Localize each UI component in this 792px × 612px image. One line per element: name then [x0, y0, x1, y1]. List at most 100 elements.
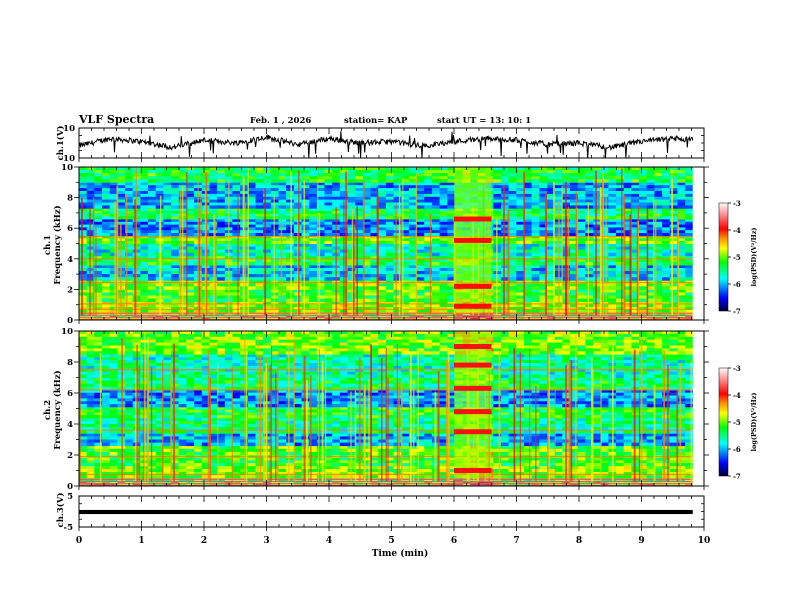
spectrogram-cell	[125, 188, 134, 192]
spectrogram-cell	[301, 258, 310, 263]
spectrogram-cell	[547, 219, 556, 223]
spectrogram-cell	[255, 312, 264, 316]
spectrogram-cell	[677, 465, 686, 470]
spectrogram-cell	[385, 227, 395, 231]
spectrogram-cell	[439, 261, 448, 266]
spectrogram-cell	[286, 193, 295, 198]
spectrogram-cell	[508, 213, 517, 217]
spectrogram-cell	[646, 230, 655, 234]
spectrogram-cell	[431, 170, 441, 174]
spectrogram-cell	[539, 185, 548, 189]
spectrogram-cell	[608, 289, 617, 293]
spectrogram-cell	[577, 252, 586, 257]
spectrogram-cell	[355, 292, 364, 296]
spectrogram-cell	[439, 481, 448, 485]
spectrogram-cell	[524, 277, 533, 281]
spectrogram-cell	[263, 196, 272, 201]
start-time-label: start UT = 13: 10: 1	[437, 116, 531, 126]
spectrogram-cell	[217, 167, 226, 171]
spectrogram-cell	[163, 465, 172, 470]
spectrogram-cell	[616, 255, 625, 260]
spectrogram-cell	[439, 469, 448, 473]
spectrogram-cell	[293, 173, 303, 177]
spectrogram-cell	[324, 258, 333, 263]
spectrogram-cell	[102, 312, 111, 316]
spectrogram-cell	[547, 227, 556, 231]
spectrogram-cell	[424, 233, 433, 237]
spectrogram-cell	[508, 295, 517, 299]
spectrogram-cell	[662, 211, 671, 215]
spectrogram-cell	[355, 230, 364, 234]
spectrogram-cell	[309, 261, 318, 266]
spectrogram-cell	[186, 469, 195, 473]
spectrogram-cell	[293, 193, 303, 198]
spectrogram-cell	[301, 264, 310, 269]
spectrogram-cell	[531, 283, 540, 287]
spectrogram-cell	[577, 235, 586, 239]
spectrogram-cell	[355, 224, 364, 228]
spectrogram-cell	[570, 469, 579, 473]
spectrogram-cell	[439, 268, 448, 272]
spectrogram-cell	[646, 167, 655, 171]
spectrogram-cell	[593, 246, 602, 251]
spectrogram-cell	[224, 170, 234, 174]
spectrogram-cell	[362, 188, 372, 192]
spectrogram-cell	[401, 312, 410, 316]
spectrogram-cell	[347, 286, 356, 290]
spectrogram-cell	[616, 208, 625, 212]
spectrogram-cell	[408, 196, 418, 201]
spectrogram-cell	[316, 202, 326, 206]
spectrogram-cell	[677, 283, 686, 287]
spectrogram-cell	[539, 182, 548, 186]
spectrogram-cell	[148, 292, 157, 296]
spectrogram-cell	[355, 295, 364, 299]
spectrogram-cell	[669, 213, 678, 217]
spectrogram-cell	[439, 193, 448, 198]
spectrogram-cell	[278, 255, 287, 260]
spectrogram-cell	[102, 261, 111, 266]
spectrogram-cell	[140, 185, 149, 189]
spectrogram-cell	[362, 249, 372, 254]
spectrogram-cell	[378, 252, 387, 257]
spectrogram-cell	[439, 283, 448, 287]
spectrogram-cell	[102, 235, 111, 239]
spectrogram-cell	[255, 268, 264, 272]
spectrogram-cell	[286, 196, 295, 201]
spectrogram-cell	[562, 176, 571, 180]
spectrogram-cell	[431, 182, 441, 186]
spectrogram-cell	[416, 170, 425, 174]
spectrogram-cell	[431, 283, 441, 287]
spectrogram-cell	[148, 246, 157, 251]
spectrogram-cell	[79, 315, 88, 319]
spectrogram-cell	[539, 469, 548, 473]
spectrogram-cell	[408, 274, 418, 278]
spectrogram-cell	[631, 315, 640, 319]
spectrogram-cell	[531, 240, 540, 244]
spectrogram-cell	[79, 191, 88, 195]
spectrogram-cell	[286, 252, 295, 257]
spectrogram-cell	[516, 292, 525, 296]
spectrogram-cell	[516, 213, 525, 217]
spectrogram-cell	[270, 271, 280, 275]
spectrogram-cell	[570, 233, 579, 237]
spectrogram-cell	[286, 173, 295, 177]
spectrogram-cell	[278, 235, 287, 239]
spectrogram-cell	[447, 211, 456, 215]
spectrogram-cell	[362, 264, 372, 269]
spectrogram-cell	[508, 309, 517, 314]
spectrogram-cell	[263, 188, 272, 192]
spectrogram-cell	[301, 268, 310, 272]
spectrogram-cell	[431, 274, 441, 278]
spectrogram-cell	[424, 202, 433, 206]
spectrogram-cell	[140, 167, 149, 171]
spectrogram-cell	[370, 230, 379, 234]
spectrogram-cell	[577, 255, 586, 260]
spectrogram-cell	[102, 249, 111, 254]
spectrogram-cell	[186, 274, 195, 278]
spectrogram-cell	[232, 224, 241, 228]
spectrogram-cell	[447, 224, 456, 228]
spectrogram-cell	[155, 188, 164, 192]
spectrogram-cell	[385, 271, 395, 275]
spectrogram-cell	[94, 277, 103, 281]
spectrogram-cell	[531, 191, 540, 195]
